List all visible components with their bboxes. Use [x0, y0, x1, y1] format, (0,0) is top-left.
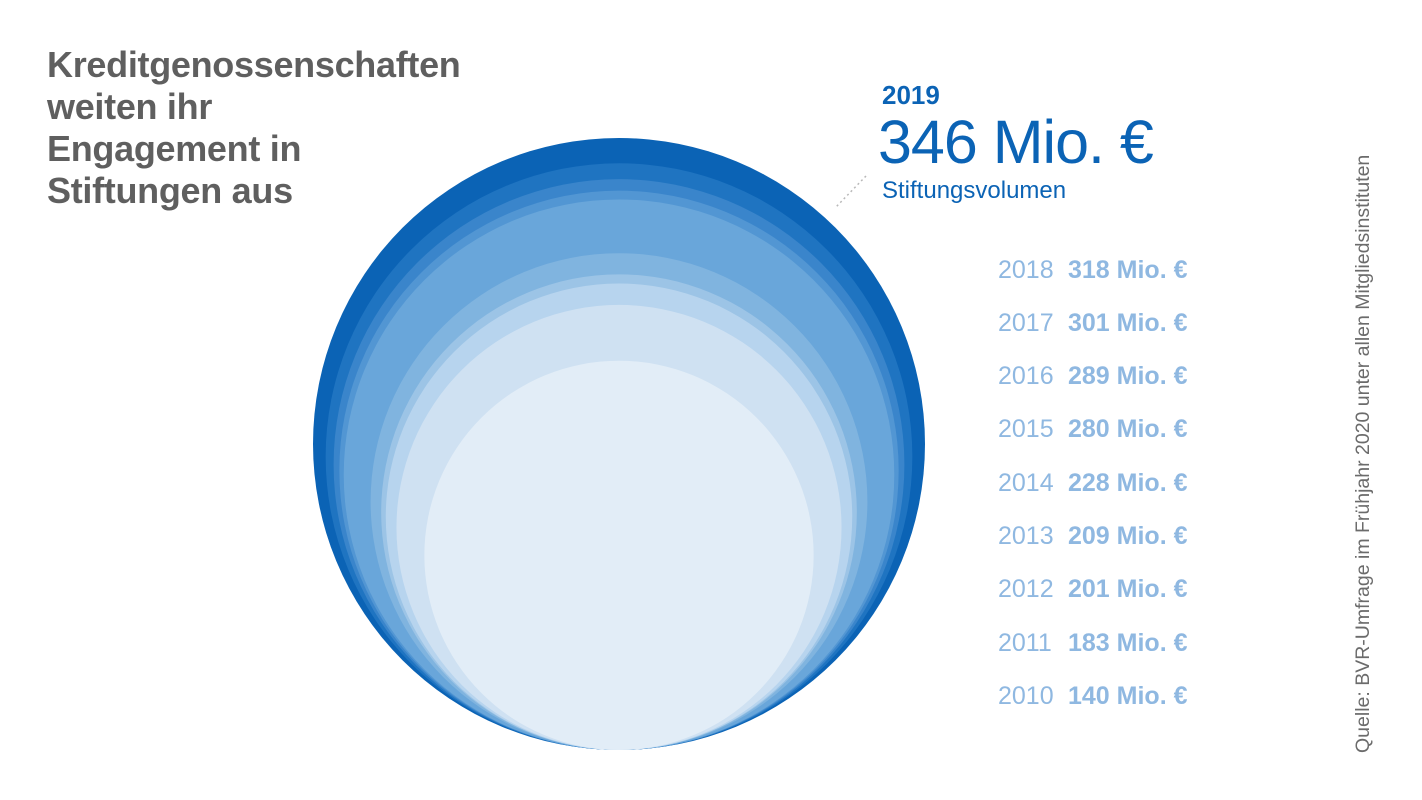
- list-item-2017: 2017 301 Mio. €: [998, 303, 1188, 343]
- list-year: 2014: [998, 468, 1054, 497]
- list-year: 2011: [998, 628, 1052, 657]
- list-item-2015: 2015 280 Mio. €: [998, 410, 1188, 450]
- list-year: 2012: [998, 575, 1054, 604]
- list-value: 301 Mio. €: [1068, 308, 1188, 337]
- list-item-2010: 2010 140 Mio. €: [998, 676, 1188, 716]
- highlight-leader-line: [835, 175, 867, 208]
- list-item-2018: 2018 318 Mio. €: [998, 250, 1188, 290]
- list-value: 289 Mio. €: [1068, 362, 1188, 391]
- list-value: 201 Mio. €: [1068, 575, 1188, 604]
- list-year: 2015: [998, 415, 1054, 444]
- title-line-1: Kreditgenossenschaften: [47, 44, 461, 85]
- list-value: 140 Mio. €: [1068, 681, 1188, 710]
- list-item-2013: 2013 209 Mio. €: [998, 517, 1188, 557]
- bubble-2010: [424, 360, 814, 750]
- source-note: Quelle: BVR-Umfrage im Frühjahr 2020 unt…: [1352, 154, 1374, 753]
- chart-title: Kreditgenossenschaften weiten ihr Engage…: [47, 44, 487, 212]
- list-value: 209 Mio. €: [1068, 522, 1188, 550]
- list-item-2016: 2016 289 Mio. €: [998, 357, 1188, 397]
- list-year: 2018: [998, 255, 1054, 284]
- list-item-2014: 2014 228 Mio. €: [998, 463, 1188, 503]
- highlight-label: Stiftungsvolumen: [882, 177, 1067, 204]
- title-line-2: weiten ihr: [47, 86, 213, 127]
- highlight-year: 2019: [882, 80, 940, 110]
- list-value: 228 Mio. €: [1068, 468, 1188, 497]
- title-line-4: Stiftungen aus: [47, 170, 293, 211]
- list-item-2012: 2012 201 Mio. €: [998, 570, 1188, 610]
- list-value: 280 Mio. €: [1068, 415, 1188, 444]
- list-item-2011: 2011 183 Mio. €: [998, 623, 1188, 663]
- list-year: 2010: [998, 681, 1054, 710]
- list-year: 2017: [998, 308, 1054, 337]
- list-value: 183 Mio. €: [1068, 628, 1188, 657]
- list-year: 2013: [998, 522, 1054, 550]
- list-year: 2016: [998, 362, 1054, 391]
- highlight-value: 346 Mio. €: [878, 108, 1154, 176]
- list-value: 318 Mio. €: [1068, 255, 1188, 284]
- title-line-3: Engagement in: [47, 128, 302, 169]
